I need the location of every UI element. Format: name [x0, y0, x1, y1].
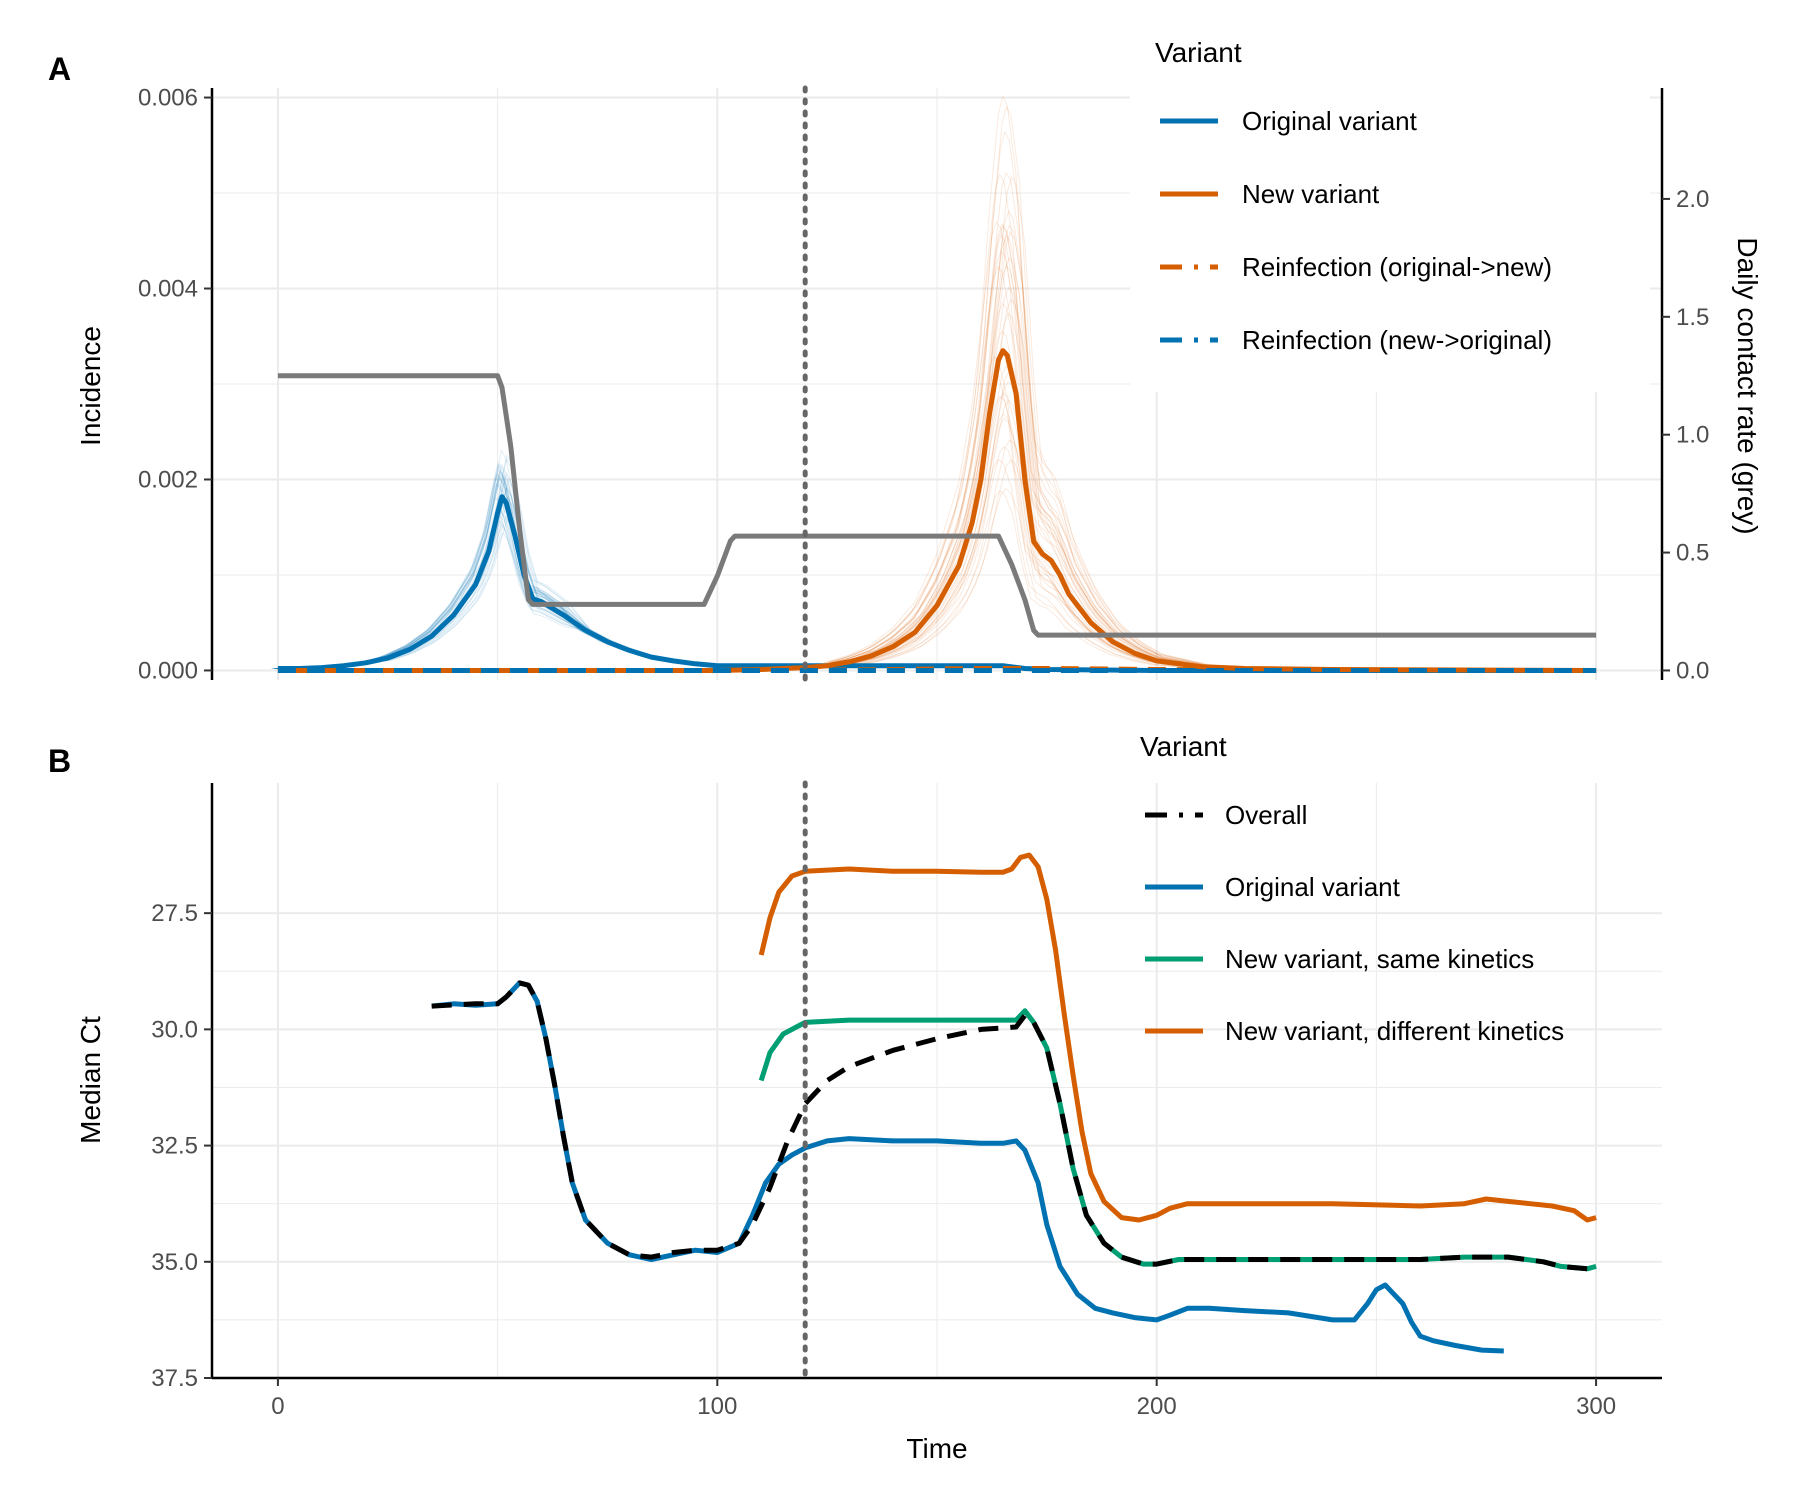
new-variant-replicate-line [830, 105, 1205, 665]
new-variant-replicate-line [820, 220, 1195, 666]
panel-a-y2-tick-label: 0.5 [1676, 540, 1709, 567]
new-variant-replicate-line [833, 224, 1208, 666]
new-variant-replicate-line [830, 171, 1204, 665]
panel-b-y-tick-label: 30.0 [151, 1016, 198, 1043]
panel-a-y2-axis-label: Daily contact rate (grey) [1732, 237, 1763, 534]
panel-a-y2-tick-label: 1.0 [1676, 422, 1709, 449]
panel-a-y2-tick-label: 0.0 [1676, 657, 1709, 684]
panel-b-y-tick-label: 32.5 [151, 1133, 198, 1160]
panel-a-legend-background [1130, 20, 1650, 392]
new-variant-replicate-line [826, 224, 1201, 666]
panel-b-axes: 27.5 30.0 32.5 35.0 37.5 0 100 200 300 [151, 783, 1662, 1420]
new-variant-replicate-line [830, 234, 1204, 666]
new-variant-different-kinetics-line [758, 852, 1597, 1223]
panel-b-legend-label-new-variant-same-kinetics: New variant, same kinetics [1225, 944, 1534, 974]
panel-a-axes: 0.000 0.002 0.004 0.006 0.0 0.5 1.0 1.5 2.0 [138, 85, 1709, 685]
panel-b-x-tick-label: 200 [1137, 1393, 1177, 1420]
panel-a-legend-label-reinfection-original-new: Reinfection (original->new) [1242, 252, 1552, 282]
new-variant-replicate-line [827, 413, 1202, 668]
panel-b-x-tick-label: 300 [1576, 1393, 1616, 1420]
panel-a-legend: Variant Original variant New variant Reinf… [1155, 37, 1552, 355]
new-variant-replicate-line [818, 370, 1192, 668]
new-variant-replicate-line [835, 175, 1210, 666]
original-variant-line [431, 980, 1504, 1354]
new-variant-replicate-line [821, 265, 1196, 667]
new-variant-replicate-line [825, 233, 1199, 666]
panel-b-legend-label-new-variant-different-kinetics: New variant, different kinetics [1225, 1016, 1564, 1046]
panel-a-legend-label-new-variant: New variant [1242, 179, 1380, 209]
panel-b: 27.5 30.0 32.5 35.0 37.5 0 100 200 300 B Median … [48, 731, 1662, 1464]
panel-b-legend-label-original-variant: Original variant [1225, 872, 1401, 902]
panel-b-legend-title: Variant [1140, 731, 1227, 762]
new-variant-replicate-line [824, 395, 1198, 668]
panel-b-legend-label-overall: Overall [1225, 800, 1307, 830]
panel-a-y-tick-label: 0.000 [138, 657, 198, 684]
new-variant-replicate-line [829, 488, 1204, 669]
panel-a-legend-label-original-variant: Original variant [1242, 106, 1418, 136]
panel-a-tag: A [48, 51, 71, 87]
panel-b-y-tick-label: 35.0 [151, 1249, 198, 1276]
panel-a-legend-label-reinfection-new-original: Reinfection (new->original) [1242, 325, 1552, 355]
panel-b-legend: Variant Overall Original variant New varia… [1140, 731, 1564, 1046]
new-variant-replicate-line [823, 173, 1198, 665]
new-variant-line [277, 348, 1597, 673]
panel-b-x-tick-label: 0 [271, 1393, 284, 1420]
new-variant-replicate-line [834, 231, 1209, 666]
panel-b-y-axis-label: Median Ct [75, 1016, 106, 1144]
panel-a-y-tick-label: 0.004 [138, 276, 198, 303]
panel-a-lines [271, 85, 1597, 683]
panel-b-x-axis-label: Time [906, 1433, 967, 1464]
new-variant-replicate-line [832, 210, 1207, 666]
new-variant-replicate-line [827, 392, 1202, 668]
panel-a-y-axis-label: Incidence [75, 326, 106, 446]
contact-rate-line [277, 373, 1597, 638]
new-variant-replicate-line [828, 130, 1203, 665]
panel-b-tag: B [48, 743, 71, 779]
new-variant-replicate-line [826, 302, 1201, 667]
panel-b-x-tick-label: 100 [697, 1393, 737, 1420]
panel-a-legend-title: Variant [1155, 37, 1242, 68]
new-variant-replicate-line [830, 264, 1205, 667]
panel-a: 0.000 0.002 0.004 0.006 0.0 0.5 1.0 1.5 2.0 A In… [48, 20, 1763, 684]
new-variant-replicate-line [825, 222, 1200, 666]
panel-a-y-tick-label: 0.006 [138, 85, 198, 112]
new-variant-replicate-line [822, 458, 1197, 669]
panel-a-legend-box [1130, 20, 1650, 392]
overall-line [431, 980, 1597, 1272]
panel-a-y2-tick-label: 2.0 [1676, 186, 1709, 213]
new-variant-replicate-line [834, 459, 1209, 669]
panel-b-y-tick-label: 27.5 [151, 900, 198, 927]
panel-b-lines [431, 780, 1597, 1381]
panel-a-y2-tick-label: 1.5 [1676, 304, 1709, 331]
original-variant-line [277, 494, 1597, 673]
new-variant-replicate-line [825, 250, 1199, 666]
new-variant-replicate-line [826, 95, 1201, 665]
new-variant-replicate-line [823, 490, 1198, 669]
panel-a-y-tick-label: 0.002 [138, 466, 198, 493]
panel-b-y-tick-label: 37.5 [151, 1365, 198, 1392]
